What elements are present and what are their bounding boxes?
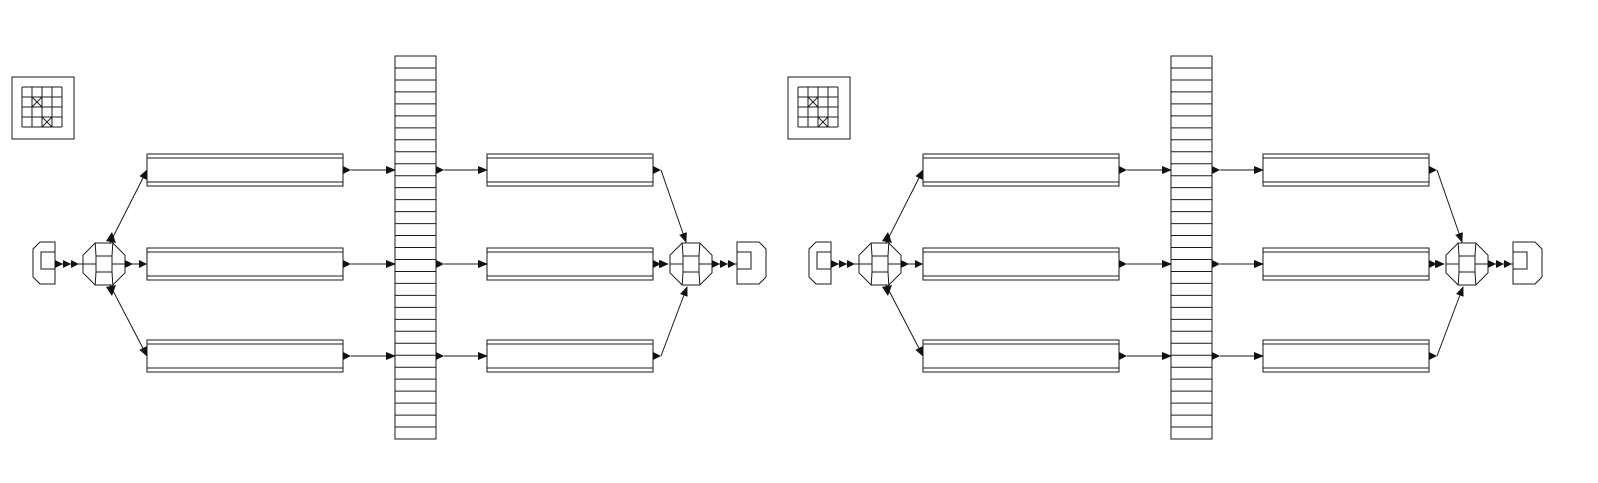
process-box-frame [923, 248, 1119, 280]
output-arrowhead [343, 166, 351, 174]
output-arrowhead [436, 260, 444, 268]
process-box-frame [147, 340, 343, 372]
process-b-box-1 [487, 154, 653, 186]
grid-icon-frame [12, 77, 74, 139]
terminal-inner [1513, 252, 1527, 269]
process-a-box-3 [923, 340, 1119, 372]
merge-arrow-top [1437, 170, 1462, 242]
output-arrowhead [1212, 260, 1220, 268]
sink-node [1513, 242, 1542, 284]
process-b-box-1 [1263, 154, 1429, 186]
process-b-box-3 [1263, 340, 1429, 372]
output-arrowhead [1119, 260, 1127, 268]
branch-arrow-bottom [110, 285, 147, 356]
grid-legend-icon [12, 77, 74, 139]
process-box-frame [487, 154, 653, 186]
process-b-box-3 [487, 340, 653, 372]
grid-icon-frame [788, 77, 850, 139]
process-a-box-2 [147, 248, 343, 280]
split-node [83, 243, 125, 285]
process-box-frame [923, 154, 1119, 186]
output-arrowhead [436, 352, 444, 360]
output-arrowhead [436, 166, 444, 174]
terminal-inner [41, 252, 55, 269]
branch-arrowhead [139, 260, 147, 268]
process-a-box-2 [923, 248, 1119, 280]
process-box-frame [923, 340, 1119, 372]
node-core-square [96, 256, 112, 272]
diagram-panel-2 [788, 56, 1542, 439]
output-arrowhead [1119, 352, 1127, 360]
terminal-inner [817, 252, 831, 269]
process-box-frame [1263, 248, 1429, 280]
merge-arrow-bottom [1437, 287, 1463, 356]
source-node [809, 242, 831, 284]
branch-arrow-top [110, 170, 147, 243]
process-box-frame [147, 248, 343, 280]
process-box-frame [487, 340, 653, 372]
merge-arrow-top [661, 170, 686, 242]
node-core-square [683, 256, 699, 272]
process-a-box-3 [147, 340, 343, 372]
merge-arrowhead [660, 260, 668, 268]
process-a-box-1 [147, 154, 343, 186]
node-core-square [1459, 256, 1475, 272]
source-node [33, 242, 55, 284]
grid-legend-icon [788, 77, 850, 139]
process-b-box-2 [487, 248, 653, 280]
output-arrowhead [1119, 166, 1127, 174]
branch-arrow-top [886, 170, 923, 243]
output-arrowhead [343, 352, 351, 360]
process-box-frame [147, 154, 343, 186]
process-a-box-1 [923, 154, 1119, 186]
shared-buffer-column [1171, 56, 1212, 439]
process-b-box-2 [1263, 248, 1429, 280]
diagram-panel-1 [12, 56, 766, 439]
output-arrowhead [1429, 352, 1437, 360]
output-arrowhead [653, 260, 661, 268]
join-node [1446, 243, 1488, 285]
output-arrowhead [1429, 260, 1437, 268]
process-box-frame [1263, 340, 1429, 372]
join-node [670, 243, 712, 285]
output-arrowhead [1212, 352, 1220, 360]
output-arrowhead [653, 352, 661, 360]
process-box-frame [487, 248, 653, 280]
sink-node [737, 242, 766, 284]
output-arrowhead [1212, 166, 1220, 174]
node-core-square [872, 256, 888, 272]
output-arrowhead [343, 260, 351, 268]
branch-arrowhead [915, 260, 923, 268]
merge-arrowhead [1436, 260, 1444, 268]
branch-arrow-bottom [886, 285, 923, 356]
split-node [859, 243, 901, 285]
merge-arrow-bottom [661, 287, 687, 356]
terminal-inner [737, 252, 751, 269]
process-box-frame [1263, 154, 1429, 186]
output-arrowhead [1429, 166, 1437, 174]
shared-buffer-column [395, 56, 436, 439]
output-arrowhead [653, 166, 661, 174]
